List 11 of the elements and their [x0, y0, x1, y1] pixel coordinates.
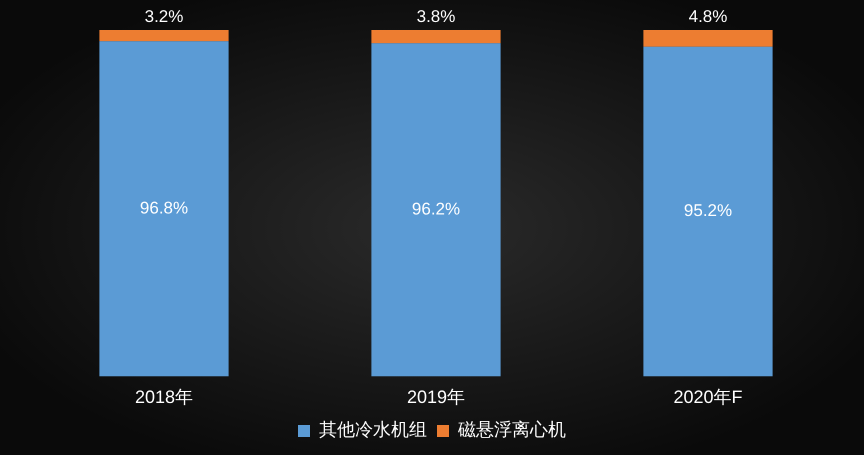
data-label: 96.8% — [140, 198, 188, 218]
x-tick-label: 2020年F — [673, 387, 743, 408]
data-label: 3.8% — [416, 7, 456, 26]
data-label: 3.2% — [144, 7, 184, 26]
data-label: 96.2% — [412, 199, 460, 218]
legend-label: 磁悬浮离心机 — [457, 420, 566, 441]
legend-label: 其他冷水机组 — [319, 420, 427, 441]
data-label: 95.2% — [684, 201, 732, 220]
x-tick-label: 2019年 — [406, 387, 466, 408]
data-label: 4.8% — [688, 7, 728, 26]
x-tick-label: 2018年 — [134, 387, 194, 408]
